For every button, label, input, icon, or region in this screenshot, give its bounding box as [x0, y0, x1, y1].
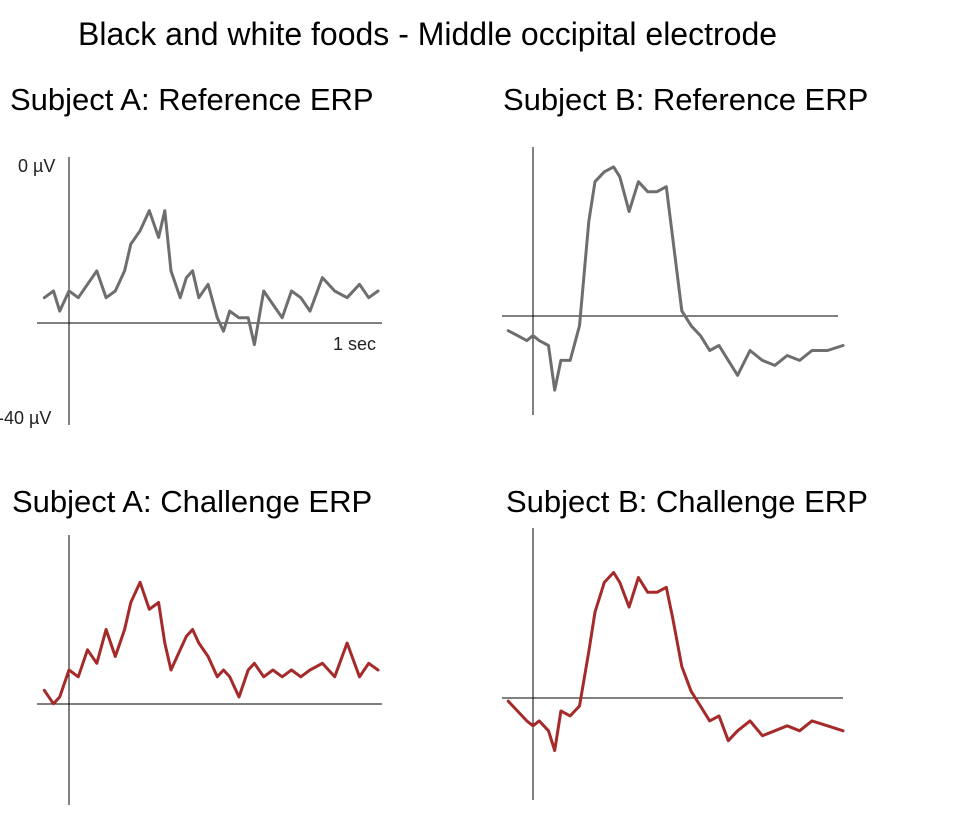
chart-subject-b-challenge [502, 528, 845, 800]
panel-title-subject-b-reference: Subject B: Reference ERP [503, 82, 869, 117]
x-end-label: 1 sec [333, 334, 376, 354]
y-bottom-label: -40 µV [0, 408, 51, 428]
erp-series-line [42, 209, 380, 347]
chart-subject-a-reference: 0 µV -40 µV 1 sec [0, 156, 382, 428]
panel-title-subject-a-reference: Subject A: Reference ERP [10, 82, 374, 117]
figure-title: Black and white foods - Middle occipital… [78, 16, 778, 52]
chart-subject-b-reference [502, 147, 845, 415]
erp-series-line [506, 165, 845, 392]
erp-series-line [506, 571, 845, 752]
panel-title-subject-b-challenge: Subject B: Challenge ERP [506, 484, 868, 519]
y-top-label: 0 µV [18, 156, 55, 176]
panel-title-subject-a-challenge: Subject A: Challenge ERP [12, 484, 373, 519]
erp-series-line [42, 580, 380, 706]
chart-subject-a-challenge [37, 535, 382, 805]
